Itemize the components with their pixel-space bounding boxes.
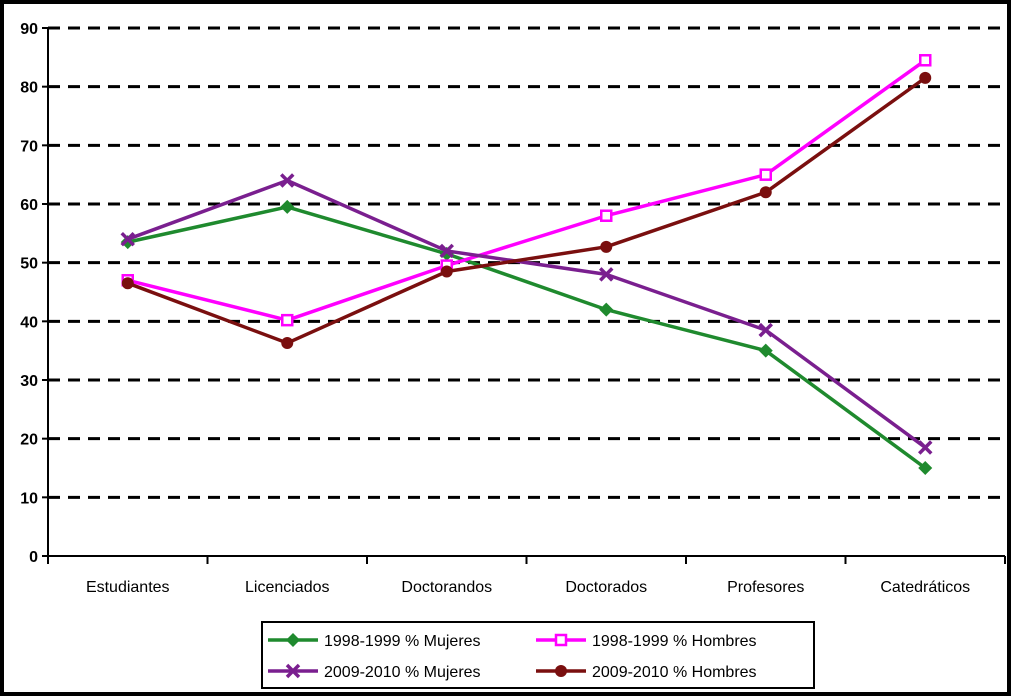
- x-tick-label: Doctorados: [565, 579, 647, 596]
- legend-label: 2009-2010 % Mujeres: [324, 664, 481, 681]
- data-point: [919, 54, 932, 67]
- data-point: [440, 265, 453, 278]
- y-tick-label: 40: [20, 314, 38, 331]
- x-tick-label: Estudiantes: [86, 579, 170, 596]
- y-tick-label: 0: [29, 549, 38, 566]
- data-point: [599, 302, 614, 317]
- series-line: [127, 205, 927, 470]
- y-tick-label: 20: [20, 432, 38, 449]
- legend-label: 1998-1999 % Mujeres: [324, 633, 481, 650]
- legend-entry: 1998-1999 % Mujeres: [268, 633, 481, 650]
- x-tick-label: Doctorandos: [401, 579, 492, 596]
- data-point: [759, 186, 772, 199]
- data-point: [758, 343, 773, 358]
- y-tick-label: 30: [20, 373, 38, 390]
- series: [121, 71, 932, 350]
- y-tick-label: 90: [20, 21, 38, 38]
- data-point: [759, 168, 772, 181]
- series: [120, 173, 933, 455]
- y-tick-label: 80: [20, 80, 38, 97]
- x-tick-label: Profesores: [727, 579, 804, 596]
- data-point: [280, 199, 295, 214]
- data-point: [120, 231, 135, 247]
- data-point: [918, 461, 933, 475]
- data-point: [554, 633, 568, 647]
- legend-label: 1998-1999 % Hombres: [592, 633, 757, 650]
- series-line: [127, 58, 927, 322]
- series-line: [127, 178, 927, 449]
- legend-box: [261, 621, 815, 689]
- legend-label: 2009-2010 % Hombres: [592, 664, 757, 681]
- legend: 1998-1999 % Mujeres 1998-1999 % Hombres 20…: [261, 621, 815, 689]
- data-point: [439, 243, 454, 259]
- y-tick-label: 50: [20, 256, 38, 273]
- legend-entry: 2009-2010 % Hombres: [536, 664, 757, 681]
- axes: 0 10 20 30 40 50 60 70 80 90 Estudiantes Licenciado…: [20, 21, 1006, 596]
- data-point: [600, 209, 613, 222]
- y-tick-label: 10: [20, 490, 38, 507]
- data-point: [281, 313, 294, 327]
- series-lines: [120, 54, 933, 475]
- data-point: [599, 267, 614, 282]
- data-point: [555, 665, 567, 677]
- data-point: [281, 337, 294, 350]
- data-point: [918, 440, 933, 455]
- data-point: [919, 71, 932, 84]
- data-point: [286, 633, 300, 647]
- y-tick-label: 70: [20, 138, 38, 155]
- series-line: [127, 76, 927, 345]
- legend-entry: 1998-1999 % Hombres: [536, 633, 757, 650]
- data-point: [758, 322, 773, 338]
- data-point: [121, 277, 134, 290]
- legend-entry: 2009-2010 % Mujeres: [268, 663, 481, 681]
- data-point: [600, 240, 613, 253]
- data-point: [285, 663, 301, 679]
- x-tick-label: Licenciados: [245, 579, 330, 596]
- x-tick-label: Catedráticos: [880, 579, 970, 596]
- data-point: [280, 173, 295, 188]
- y-tick-label: 60: [20, 197, 38, 214]
